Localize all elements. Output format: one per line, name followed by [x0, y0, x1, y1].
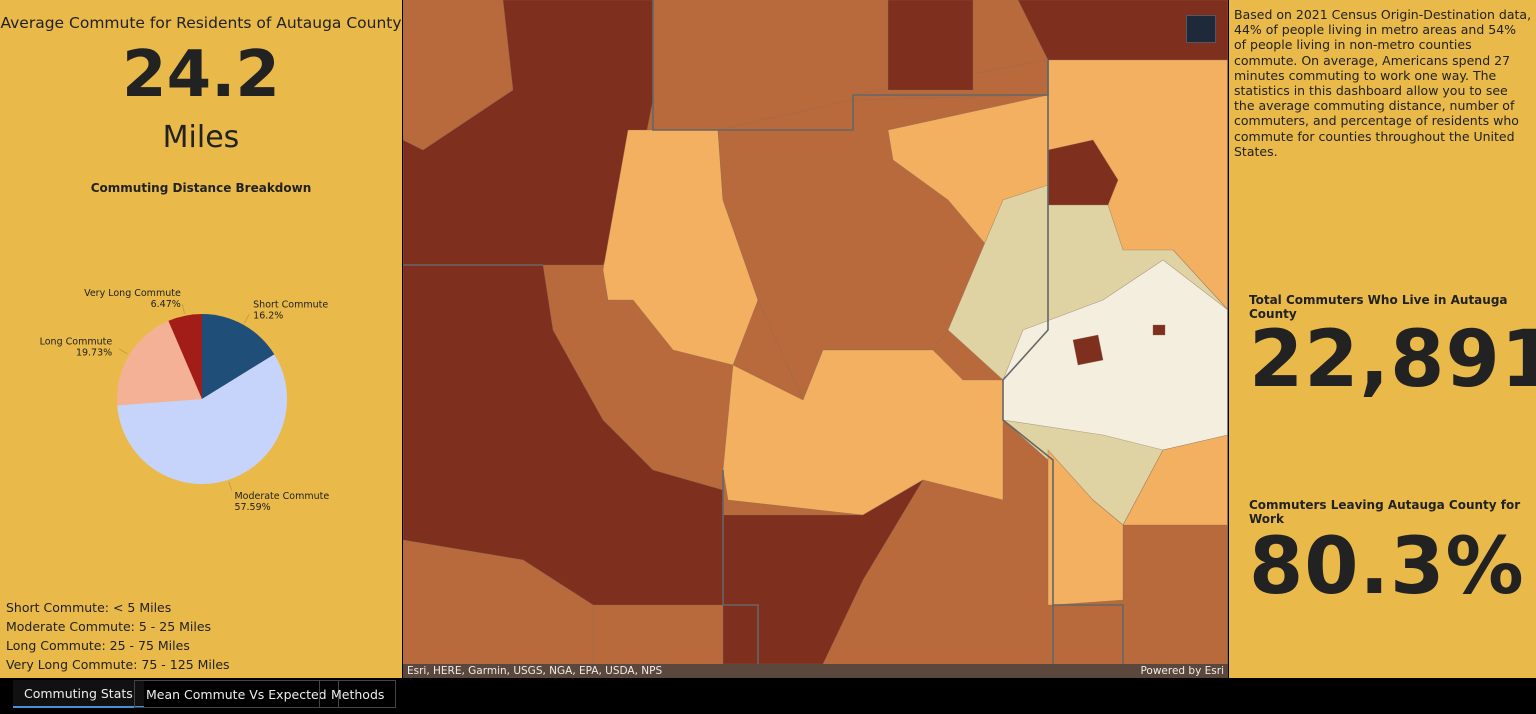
slice-value-label: 57.59%: [234, 502, 270, 513]
region: [722, 349, 1004, 516]
leader-line: [181, 303, 185, 314]
average-distance: 24.2: [122, 38, 280, 112]
region: [403, 539, 594, 665]
slice-label: Short Commute 16.2%: [253, 299, 328, 321]
legend-item: Long Commute: 25 - 75 Miles: [6, 638, 190, 653]
leader-line: [118, 348, 128, 355]
slice-value-label: 19.73%: [76, 348, 112, 359]
county-border: [1002, 60, 1054, 664]
tab[interactable]: Commuting Stats: [13, 680, 144, 708]
region: [887, 0, 974, 91]
legend-item: Short Commute: < 5 Miles: [6, 600, 172, 615]
left-panel: Average Commute for Residents of Autauga…: [0, 0, 402, 678]
legend: Short Commute: < 5 Miles Moderate Commute…: [6, 598, 230, 674]
description: Based on 2021 Census Origin-Destination …: [1234, 7, 1532, 159]
legend-button[interactable]: [1186, 15, 1216, 43]
panel-title: Average Commute for Residents of Autauga…: [0, 14, 402, 32]
slice-value-label: 6.47%: [151, 299, 181, 310]
legend-item: Moderate Commute: 5 - 25 Miles: [6, 619, 212, 634]
slice-label: Moderate Commute 57.59%: [234, 491, 329, 513]
tab[interactable]: Mean Commute Vs Expected: [134, 680, 339, 708]
distance-unit: Miles: [162, 120, 240, 155]
right-panel: Based on 2021 Census Origin-Destination …: [1229, 0, 1536, 678]
tab-bar: Commuting Stats Mean Commute Vs Expected…: [0, 678, 1536, 714]
leader-line: [228, 481, 233, 492]
leader-line: [243, 314, 250, 324]
stat-label: Commuters Leaving Autauga County for Wor…: [1249, 498, 1521, 526]
region: [1072, 334, 1104, 366]
stat-value: 22,891: [1249, 315, 1536, 405]
slice-name: Long Commute: [40, 337, 113, 348]
slice-name: Moderate Commute: [234, 491, 329, 502]
powered-by: Powered by Esri: [1140, 665, 1224, 677]
pie-slice: [117, 354, 287, 485]
county-border: [1053, 604, 1124, 664]
pie-slice: [202, 314, 275, 399]
map: Esri, HERE, Garmin, USGS, NGA, EPA, USDA…: [403, 0, 1228, 678]
attribution: Esri, HERE, Garmin, USGS, NGA, EPA, USDA…: [407, 665, 663, 677]
slice-name: Very Long Commute: [84, 288, 181, 299]
county-border: [722, 470, 759, 664]
slice-value-label: 16.2%: [253, 310, 283, 321]
region: [403, 0, 514, 151]
stat-value: 80.3%: [1249, 522, 1525, 612]
map-canvas: [403, 0, 1228, 678]
pie-chart: Commuting Distance Breakdown Short Commu…: [40, 181, 330, 513]
tab[interactable]: Methods: [319, 680, 397, 708]
slice-name: Short Commute: [253, 299, 328, 310]
stat-label: Total Commuters Who Live in Autauga Coun…: [1249, 293, 1508, 321]
chart-title: Commuting Distance Breakdown: [91, 181, 312, 195]
region: [1152, 324, 1166, 336]
slice-label: Very Long Commute 6.47%: [84, 288, 181, 310]
legend-item: Very Long Commute: 75 - 125 Miles: [6, 657, 230, 672]
pie-slice: [168, 314, 202, 399]
pie-slice: [117, 320, 202, 406]
attribution-bar: Esri, HERE, Garmin, USGS, NGA, EPA, USDA…: [403, 664, 1228, 678]
region: [1017, 0, 1228, 61]
slice-label: Long Commute 19.73%: [40, 337, 113, 359]
